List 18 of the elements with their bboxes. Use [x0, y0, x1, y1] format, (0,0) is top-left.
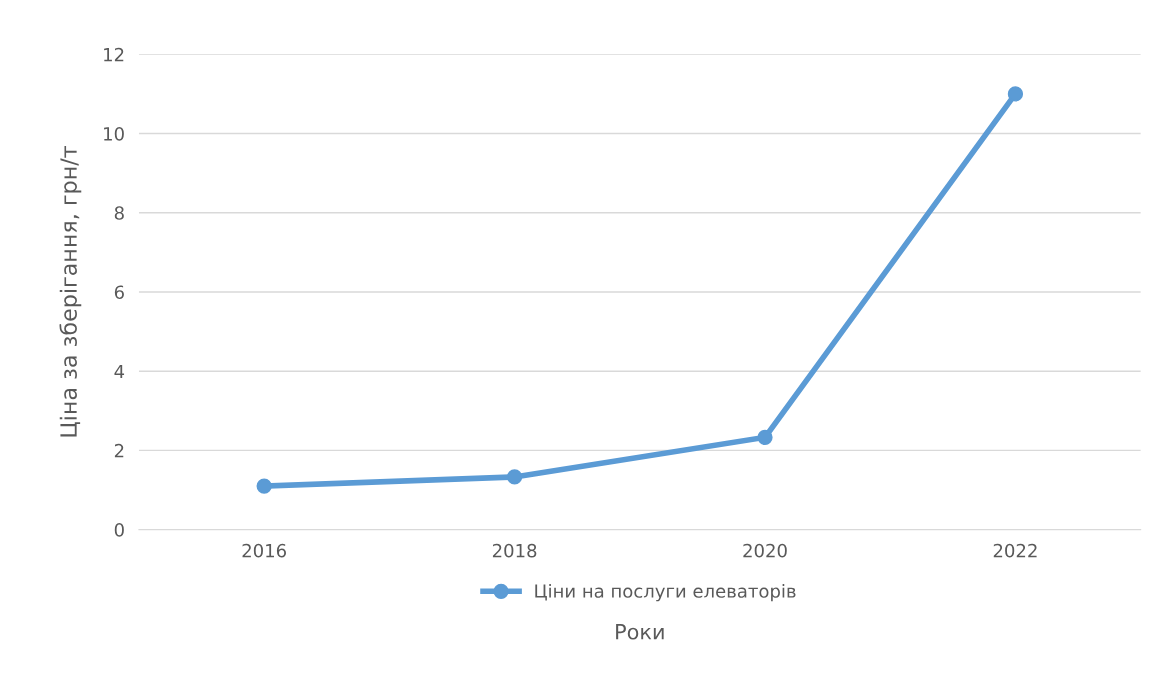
- legend-label: Ціни на послуги елеваторів: [535, 583, 796, 602]
- y-tick-label: 2: [114, 443, 124, 458]
- x-axis-title: Роки: [616, 624, 664, 640]
- y-tick-label: 4: [114, 364, 125, 379]
- y-tick-label: 8: [114, 206, 124, 220]
- y-tick-label: 0: [114, 523, 124, 537]
- y-axis-title: Ціна за зберігання, грн/т: [59, 146, 82, 437]
- x-tick-label: 2016: [242, 543, 287, 558]
- y-tick-label: 12: [104, 47, 124, 62]
- y-tick-label: 6: [114, 285, 124, 300]
- point: [1007, 86, 1024, 102]
- y-tick-label: 10: [104, 127, 124, 141]
- x-tick-label: 2022: [993, 543, 1037, 558]
- x-tick-label: 2018: [492, 543, 537, 558]
- point: [757, 429, 773, 445]
- x-tick-label: 2020: [743, 543, 787, 558]
- point: [506, 469, 523, 485]
- point: [256, 478, 272, 494]
